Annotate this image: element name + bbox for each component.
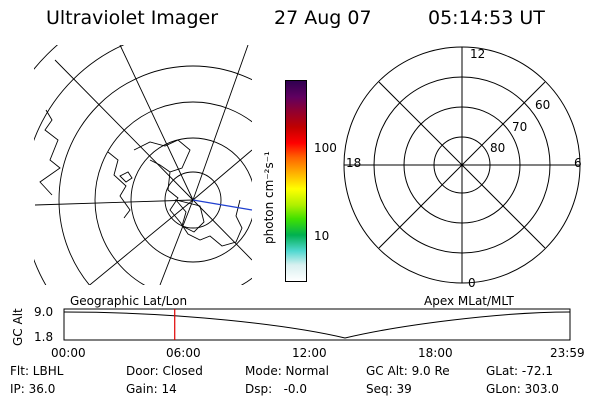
- mode-status: Mode: Normal: [245, 364, 329, 378]
- dsp-status: Dsp: -0.0: [245, 382, 308, 396]
- timeline-y-top: 9.0: [34, 305, 54, 319]
- polar-label-60: 60: [535, 98, 551, 112]
- filter-status: Flt: LBHL: [10, 364, 64, 378]
- door-status: Door: Closed: [126, 364, 203, 378]
- polar-label-0: 0: [468, 276, 476, 290]
- timeline-left-label: Geographic Lat/Lon: [70, 294, 188, 308]
- instrument-title: Ultraviolet Imager: [46, 7, 219, 29]
- colorbar-tick-10: 10: [314, 229, 330, 243]
- polar-label-80: 80: [490, 141, 506, 155]
- x-tick-0000: 00:00: [51, 346, 86, 360]
- glon-status: GLon: 303.0: [486, 382, 559, 396]
- meridian-diag-2: [378, 81, 546, 249]
- time-label: 05:14:53 UT: [428, 7, 545, 29]
- ip-status: IP: 36.0: [10, 382, 56, 396]
- date-label: 27 Aug 07: [274, 7, 372, 29]
- timeline-right-label: Apex MLat/MLT: [424, 294, 514, 308]
- x-tick-1800: 18:00: [418, 346, 453, 360]
- gc-alt-status: GC Alt: 9.0 Re: [366, 364, 450, 378]
- polar-label-6: 6: [574, 156, 582, 170]
- x-tick-0600: 06:00: [166, 346, 201, 360]
- glat-status: GLat: -72.1: [486, 364, 553, 378]
- timeline-y-bottom: 1.8: [34, 330, 54, 344]
- x-tick-1200: 12:00: [292, 346, 327, 360]
- polar-label-12: 12: [470, 47, 486, 61]
- timeline-frame: [63, 308, 571, 341]
- map-grid: [34, 45, 252, 285]
- orbit-track: [192, 199, 253, 211]
- polar-label-18: 18: [346, 156, 362, 170]
- gain-status: Gain: 14: [126, 382, 177, 396]
- polar-label-70: 70: [512, 120, 528, 134]
- coastlines: [39, 109, 243, 247]
- colorbar: [285, 80, 307, 282]
- colorbar-tick-100: 100: [314, 141, 337, 155]
- x-tick-2359: 23:59: [550, 346, 585, 360]
- altitude-curve: [63, 311, 571, 339]
- seq-status: Seq: 39: [366, 382, 412, 396]
